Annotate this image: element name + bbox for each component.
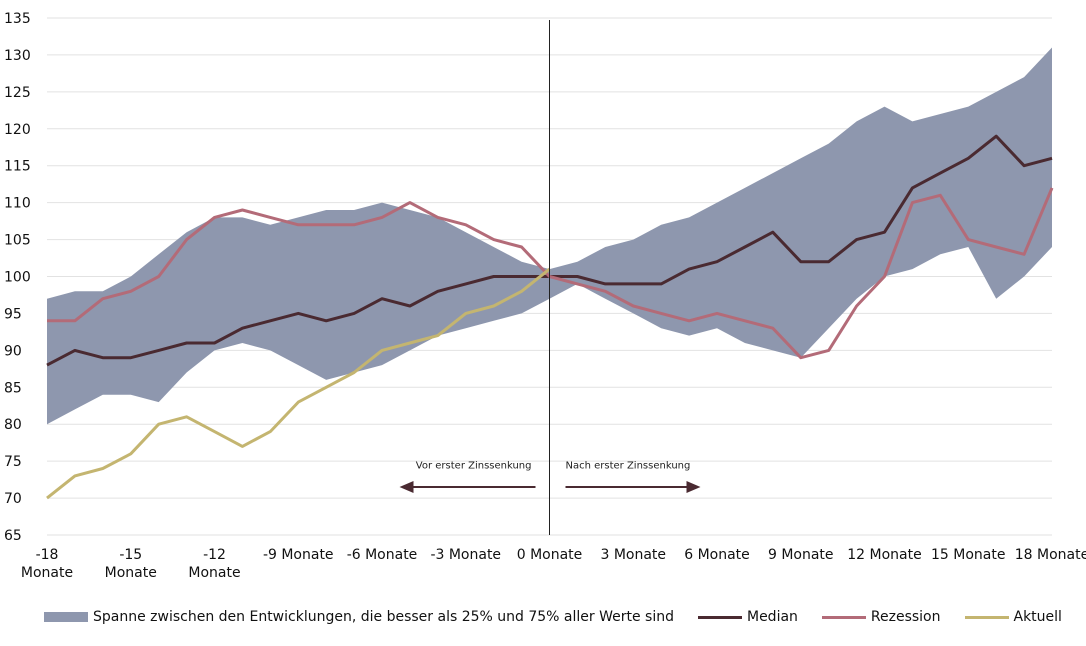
- legend-item-median: Median: [697, 609, 798, 625]
- y-tick-label: 65: [4, 528, 22, 544]
- y-tick-label: 125: [4, 85, 31, 101]
- y-tick-label: 105: [4, 233, 31, 249]
- legend-swatch-aktuell: [964, 615, 1009, 619]
- y-tick-label: 75: [4, 454, 22, 470]
- y-tick-label: 70: [4, 491, 22, 507]
- arrow-right-head-icon: [686, 480, 701, 493]
- x-tick-label: -9 Monate: [263, 547, 334, 563]
- legend-label-rezession: Rezession: [870, 609, 941, 625]
- x-tick-label: 12 Monate: [847, 547, 921, 563]
- y-tick-label: 80: [4, 417, 22, 433]
- y-tick-label: 115: [4, 159, 31, 175]
- legend-label-band: Spanne zwischen den Entwicklungen, die b…: [93, 609, 674, 625]
- legend-item-band: Spanne zwischen den Entwicklungen, die b…: [44, 609, 674, 625]
- legend-item-aktuell: Aktuell: [964, 609, 1062, 625]
- y-tick-label: 90: [4, 343, 22, 359]
- x-tick-label: 15 Monate: [931, 547, 1005, 563]
- legend-item-rezession: Rezession: [821, 609, 941, 625]
- x-axis-ticks: -18 Monate -15 Monate -12 Monate -9 Monate -6 M…: [21, 547, 1086, 581]
- x-tick-label: -6 Monate: [347, 547, 418, 563]
- x-tick-label: -12 Monate: [188, 547, 240, 581]
- band-area: [47, 47, 1052, 425]
- x-tick-label: -3 Monate: [430, 547, 501, 563]
- y-tick-label: 110: [4, 196, 31, 212]
- x-tick-label: 6 Monate: [684, 547, 750, 563]
- y-tick-label: 100: [4, 270, 31, 286]
- legend-swatch-rezession: [821, 615, 866, 619]
- band-layer: [47, 47, 1052, 425]
- legend-swatch-median: [697, 615, 742, 619]
- series-line-aktuell: [46, 267, 551, 500]
- chart-canvas: Vor erster Zinssenkung Nach erster Zinss…: [4, 11, 1086, 581]
- x-tick-label: 18 Monate: [1015, 547, 1086, 563]
- annotation-before: Vor erster Zinssenkung: [416, 461, 532, 472]
- x-tick-label: 0 Monate: [517, 547, 583, 563]
- legend: Spanne zwischen den Entwicklungen, die b…: [44, 606, 1074, 628]
- y-tick-label: 120: [4, 122, 31, 138]
- y-axis-ticks: 65 70 75 80 85 90 95 100 105 110 115 120 125 130 135: [4, 11, 31, 544]
- x-tick-label: 3 Monate: [600, 547, 666, 563]
- x-tick-label: -15 Monate: [105, 547, 157, 581]
- annotations: Vor erster Zinssenkung Nach erster Zinss…: [399, 461, 701, 493]
- legend-swatch-band: [44, 612, 88, 622]
- annotation-after: Nach erster Zinssenkung: [566, 461, 691, 472]
- y-tick-label: 85: [4, 380, 22, 396]
- arrow-left-head-icon: [399, 480, 414, 493]
- legend-label-aktuell: Aktuell: [1013, 609, 1062, 625]
- y-tick-label: 130: [4, 48, 31, 64]
- legend-label-median: Median: [746, 609, 798, 625]
- x-tick-label: -18 Monate: [21, 547, 73, 581]
- y-tick-label: 95: [4, 306, 22, 322]
- x-tick-label: 9 Monate: [768, 547, 834, 563]
- y-tick-label: 135: [4, 11, 31, 27]
